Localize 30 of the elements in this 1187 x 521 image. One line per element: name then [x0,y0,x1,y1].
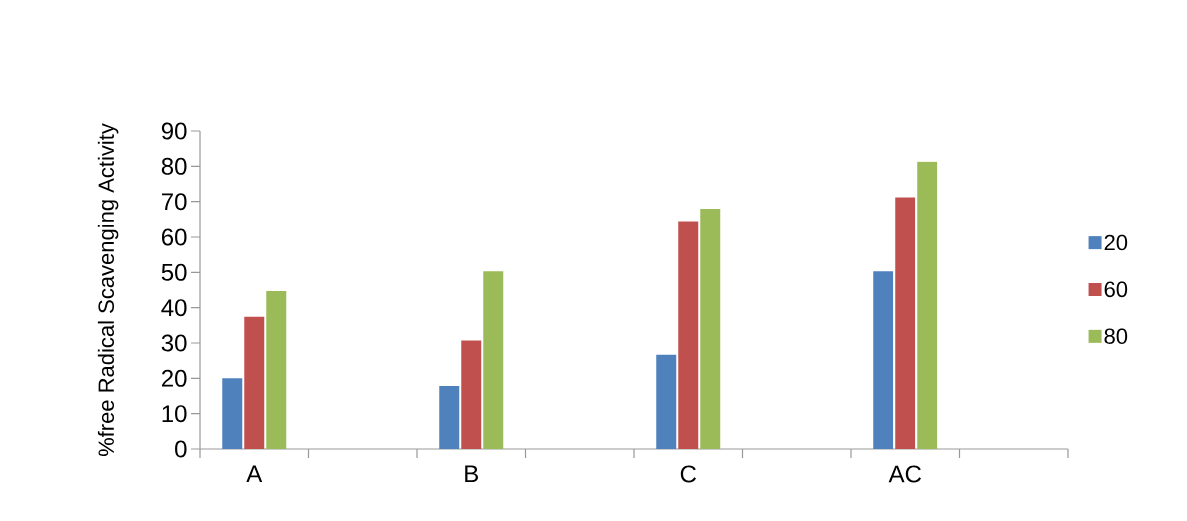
x-tick-label: AC [888,465,921,483]
bar [266,291,287,449]
bar [483,271,504,449]
y-axis-title: %free Radical Scavenging Activity [97,123,119,457]
y-tick-label: 10 [162,405,187,423]
y-tick-label: 70 [162,193,187,211]
y-tick-label: 0 [175,440,187,458]
y-tick-label: 60 [162,228,187,246]
bar [873,271,894,449]
legend-label: 60 [1104,281,1128,298]
bar [244,316,265,449]
y-tick-label: 30 [161,334,187,352]
bar [222,378,243,449]
y-tick-label: 50 [161,263,187,281]
bar [461,340,482,449]
bar [917,161,938,449]
y-tick-label: 80 [161,157,187,175]
y-tick-label: 90 [161,122,187,140]
bar [895,197,916,449]
bar [656,354,677,449]
legend-label: 80 [1104,328,1128,344]
bar [678,221,699,449]
x-tick-label: A [246,465,263,483]
y-tick-label: 40 [161,299,187,317]
y-tick-label: 20 [161,369,187,387]
x-tick-label: C [680,465,696,483]
legend-label: 20 [1104,234,1128,251]
bar [439,386,460,449]
x-tick-label: B [465,465,478,483]
bar [700,209,721,449]
